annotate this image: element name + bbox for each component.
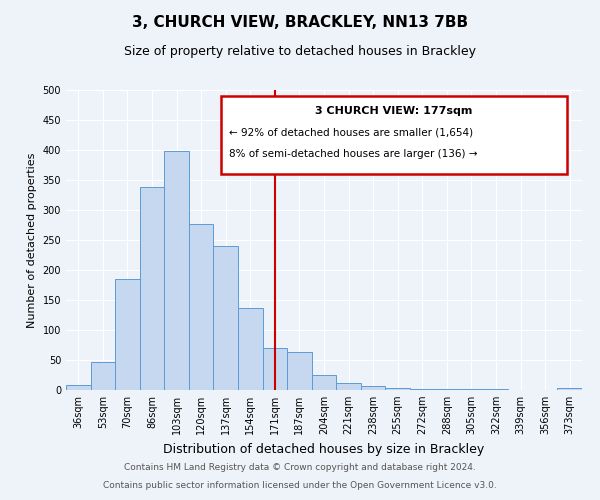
Bar	[115, 279, 140, 390]
Text: ← 92% of detached houses are smaller (1,654): ← 92% of detached houses are smaller (1,…	[229, 128, 473, 138]
Text: 3 CHURCH VIEW: 177sqm: 3 CHURCH VIEW: 177sqm	[315, 106, 472, 117]
Bar	[410, 389, 434, 390]
Bar	[361, 386, 385, 390]
Bar	[336, 384, 361, 390]
Bar	[385, 388, 410, 390]
Bar	[557, 388, 582, 390]
Text: 8% of semi-detached houses are larger (136) →: 8% of semi-detached houses are larger (1…	[229, 148, 477, 158]
Y-axis label: Number of detached properties: Number of detached properties	[27, 152, 37, 328]
Bar	[238, 308, 263, 390]
Text: Contains HM Land Registry data © Crown copyright and database right 2024.: Contains HM Land Registry data © Crown c…	[124, 464, 476, 472]
Bar	[312, 375, 336, 390]
Text: 3, CHURCH VIEW, BRACKLEY, NN13 7BB: 3, CHURCH VIEW, BRACKLEY, NN13 7BB	[132, 15, 468, 30]
Text: Size of property relative to detached houses in Brackley: Size of property relative to detached ho…	[124, 45, 476, 58]
Bar	[214, 246, 238, 390]
Bar	[434, 389, 459, 390]
Bar	[66, 385, 91, 390]
Bar	[263, 348, 287, 390]
Text: Contains public sector information licensed under the Open Government Licence v3: Contains public sector information licen…	[103, 481, 497, 490]
Bar	[164, 151, 189, 390]
Bar	[140, 187, 164, 390]
Bar	[91, 362, 115, 390]
Bar	[189, 224, 214, 390]
X-axis label: Distribution of detached houses by size in Brackley: Distribution of detached houses by size …	[163, 442, 485, 456]
Bar	[287, 352, 312, 390]
FancyBboxPatch shape	[221, 96, 566, 174]
